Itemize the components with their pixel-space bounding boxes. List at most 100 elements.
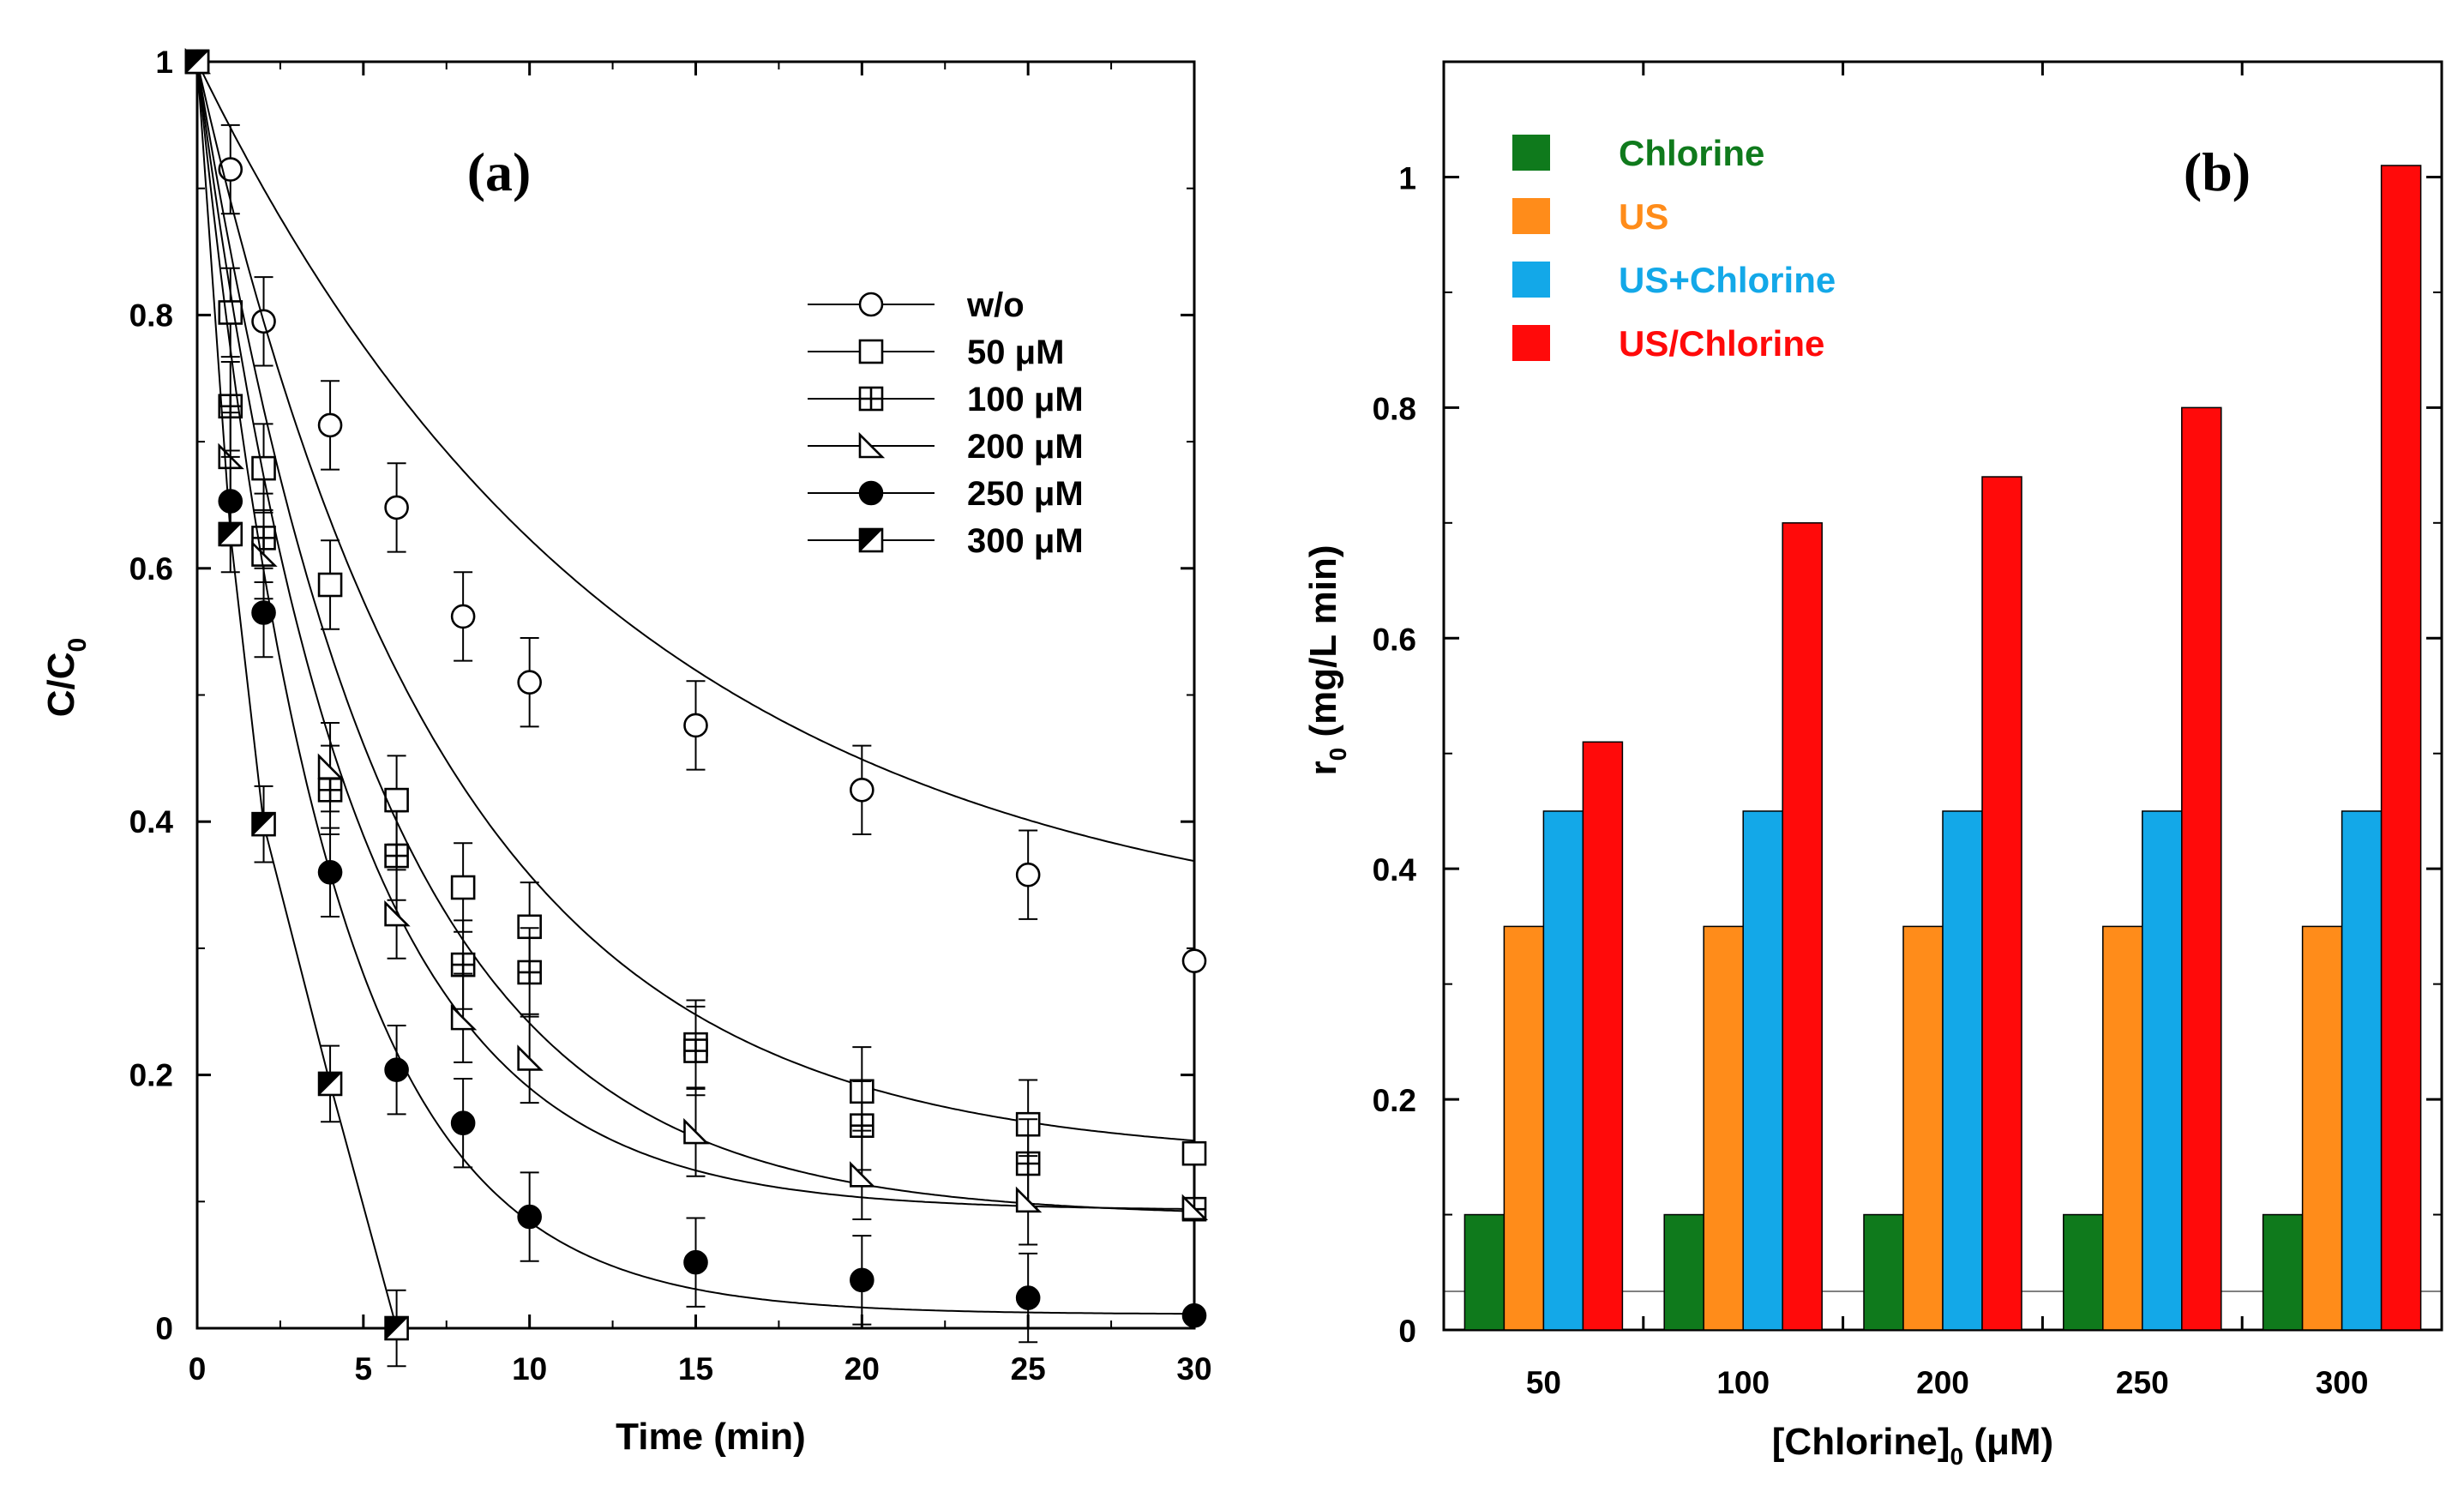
- data-point-200-m: [1181, 1194, 1209, 1220]
- panel-a-x-tick-label: 10: [512, 1351, 547, 1387]
- data-point-250-m: [1015, 1285, 1041, 1310]
- data-point-100-m: [384, 843, 409, 869]
- panel-b-y-tick-label: 0.8: [1373, 391, 1416, 426]
- legend-label: US/Chlorine: [1619, 323, 1824, 364]
- series-300-m: [184, 49, 409, 1368]
- panel-a-x-tick-label: 5: [355, 1351, 373, 1387]
- panel-b-x-axis-title-main: [Chlorine]: [1772, 1421, 1950, 1463]
- panel-a-y-tick-label: 0.6: [129, 551, 173, 587]
- legend-swatch: [1512, 325, 1550, 361]
- legend-swatch: [1512, 262, 1550, 298]
- series-50-m-fit: [196, 61, 1195, 1142]
- panel-b-y-axis-title-main: r: [1302, 761, 1344, 775]
- legend-item-100-m: 100 μM: [808, 381, 1084, 418]
- data-point-200-m: [317, 753, 345, 779]
- panel-b-y-tick-label: 0.4: [1373, 852, 1417, 887]
- legend-label: Chlorine: [1619, 133, 1764, 173]
- bar-us-chlorine-200: [1942, 810, 1983, 1331]
- data-point-300-m-fill: [252, 812, 276, 837]
- data-point-300-m-fill: [318, 1072, 343, 1097]
- legend-label: w/o: [966, 286, 1025, 324]
- legend-label: US: [1619, 196, 1668, 237]
- bar-us-200: [1902, 925, 1944, 1331]
- panel-b-legend: Chlorine US US+Chlorine US/Chlorine: [1512, 133, 1836, 364]
- legend-item-50-m: 50 μM: [808, 334, 1064, 371]
- bar-us-chlorine-200: [1981, 476, 2022, 1331]
- data-point-w-o: [683, 713, 708, 738]
- data-point-w-o: [1015, 862, 1041, 887]
- bar-us-100: [1703, 925, 1744, 1331]
- legend-label: 250 μM: [967, 475, 1084, 513]
- data-point-50-m: [218, 300, 243, 325]
- legend-marker: [858, 292, 884, 317]
- data-point-200-m: [850, 1161, 876, 1188]
- bar-us-chlorine-100: [1742, 810, 1783, 1331]
- legend-marker: [858, 480, 884, 506]
- panel-a-y-tick-label: 0.8: [129, 298, 173, 333]
- panel-a-y-tick-label: 0.4: [129, 804, 174, 839]
- data-point-100-m: [450, 952, 476, 978]
- data-point-200-m: [1015, 1186, 1043, 1213]
- data-point-200-m: [517, 1044, 544, 1071]
- data-point-300-m: [384, 1315, 409, 1341]
- data-point-100-m: [517, 960, 542, 985]
- panel-b-y-axis-title-tail: (mg/L min): [1302, 545, 1344, 748]
- fit-line-50-m: [196, 61, 1195, 1142]
- data-point-250-m: [317, 859, 343, 885]
- panel-a-label: (a): [467, 141, 532, 202]
- panel-a-y-axis-title-main: C/C: [40, 652, 82, 717]
- legend-item-300-m: 300 μM: [808, 522, 1084, 560]
- panel-a-line-chart: C/C0 Time (min) (a) 0 5 10 15 20 25 3000.20.40…: [40, 45, 1212, 1458]
- panel-a-legend: w/o 50 μM 100 μM 200 μM 250 μM 300 μM: [808, 286, 1084, 560]
- panel-b-y-tick-label: 0.2: [1373, 1083, 1416, 1118]
- legend-marker: [858, 527, 884, 553]
- panel-a-y-tick-label: 0: [155, 1311, 173, 1346]
- legend-label: 100 μM: [967, 381, 1084, 418]
- panel-a-y-tick-label: 1: [155, 45, 173, 80]
- data-point-250-m: [683, 1249, 708, 1275]
- data-point-200-m: [683, 1117, 710, 1145]
- panel-a-x-tick-label: 30: [1176, 1351, 1211, 1387]
- legend-item-w-o: w/o: [808, 286, 1025, 324]
- data-point-50-m: [384, 787, 409, 813]
- bar-us-300: [2301, 925, 2343, 1331]
- bar-us-chlorine-300: [2341, 810, 2383, 1331]
- data-point-50-m: [317, 572, 343, 598]
- data-point-200-m: [450, 1003, 478, 1031]
- bar-us-chlorine-50: [1542, 810, 1584, 1331]
- series-100-m: [184, 49, 1207, 1222]
- panel-a-x-tick-label: 25: [1011, 1351, 1046, 1387]
- data-point-w-o: [517, 670, 542, 695]
- data-point-w-o: [317, 412, 343, 438]
- fit-line-300-m: [196, 61, 398, 1329]
- legend-label: 50 μM: [967, 334, 1064, 371]
- panel-b-label: (b): [2184, 141, 2251, 202]
- data-point-300-m: [218, 521, 243, 547]
- legend-item-250-m: 250 μM: [808, 475, 1084, 513]
- panel-a-x-tick-label: 0: [189, 1351, 207, 1387]
- legend-marker-fill: [859, 528, 884, 553]
- legend-item-chlorine: Chlorine: [1512, 133, 1764, 173]
- fit-line-w-o: [196, 61, 1195, 863]
- panel-b-x-axis-title-tail: (μM): [1963, 1421, 2053, 1463]
- panel-b-x-tick-label: 300: [2316, 1365, 2369, 1400]
- legend-item-us-chlorine: US/Chlorine: [1512, 323, 1824, 364]
- bar-us-chlorine-250: [2142, 810, 2183, 1331]
- data-point-200-m: [384, 899, 411, 927]
- data-point-250-m: [1181, 1302, 1207, 1328]
- legend-label: 300 μM: [967, 522, 1084, 560]
- legend-marker: [858, 431, 886, 459]
- legend-marker: [858, 339, 884, 364]
- panel-a-y-axis-title-sub: 0: [63, 638, 92, 653]
- bar-us-250: [2102, 925, 2143, 1331]
- series-300-m-fit: [196, 61, 398, 1329]
- panel-a-x-axis-title: Time (min): [616, 1416, 806, 1458]
- bar-chlorine-100: [1663, 1213, 1704, 1331]
- legend-label: US+Chlorine: [1619, 260, 1836, 300]
- bar-chlorine-200: [1863, 1213, 1904, 1331]
- data-point-100-m: [850, 1113, 874, 1138]
- data-point-w-o: [1181, 948, 1207, 973]
- series-50-m: [184, 49, 1207, 1170]
- bar-us-chlorine-250: [2181, 406, 2222, 1331]
